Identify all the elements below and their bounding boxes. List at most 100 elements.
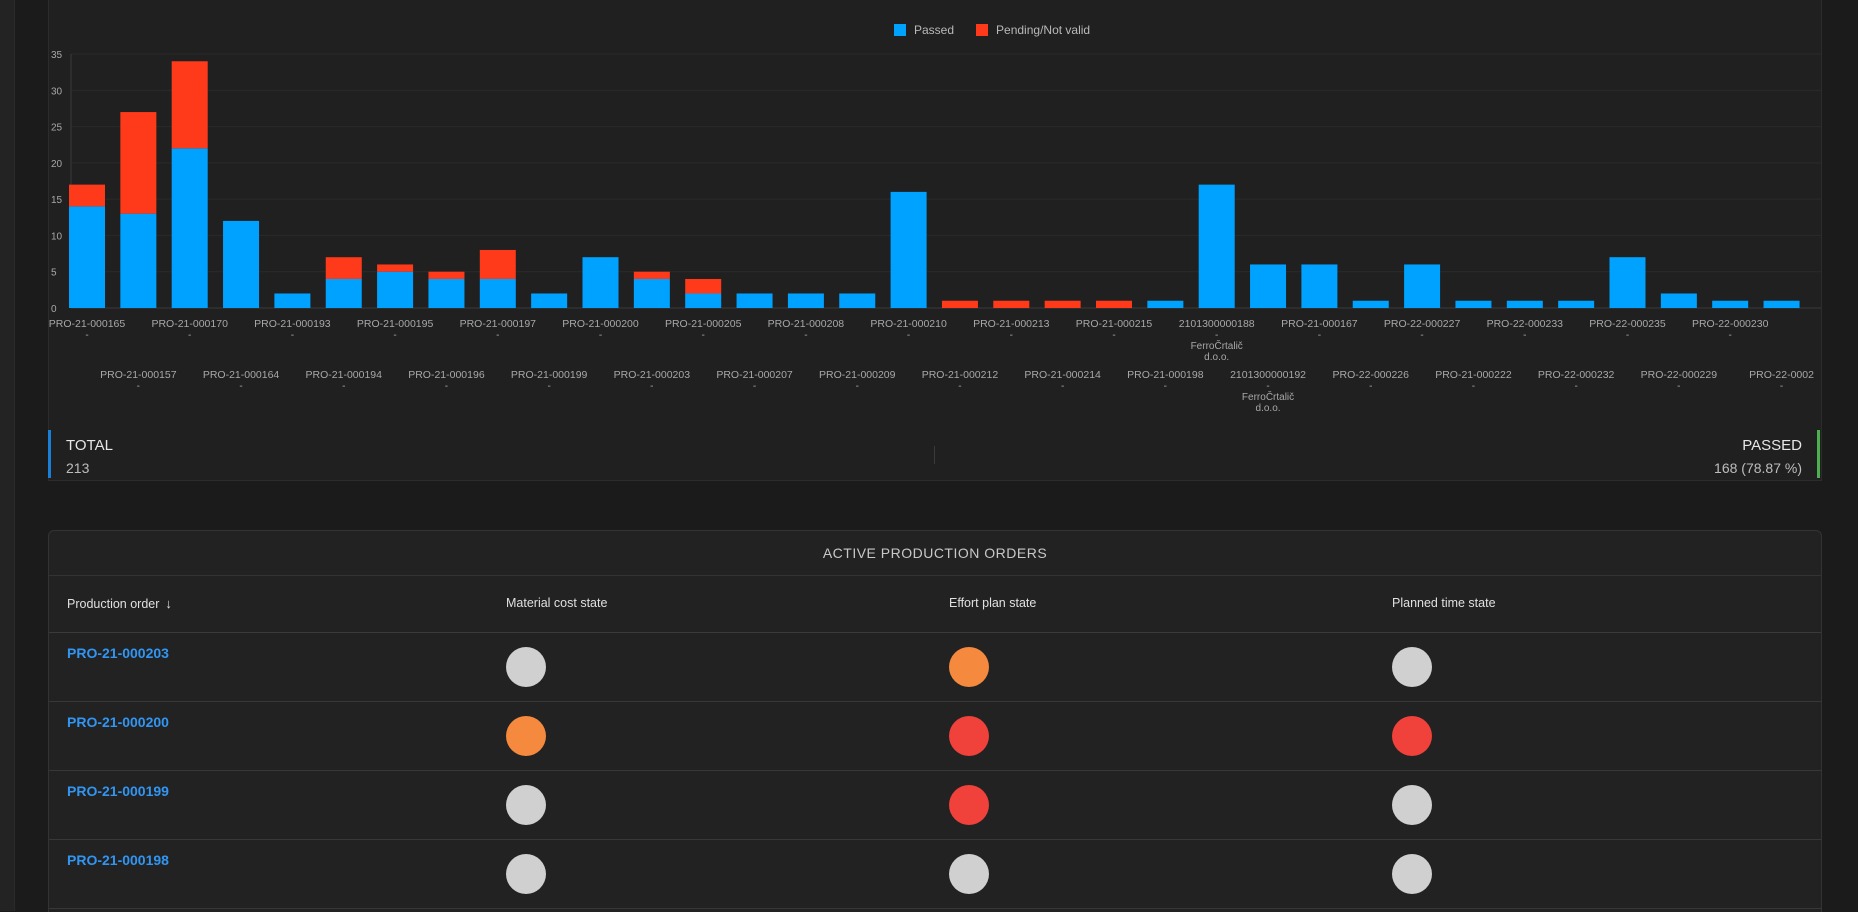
bar-passed bbox=[736, 293, 773, 308]
x-tick-label: PRO-21-000157 bbox=[100, 369, 177, 381]
table-row: PRO-21-000203 bbox=[49, 633, 1821, 702]
production-order-link[interactable]: PRO-21-000203 bbox=[67, 645, 169, 661]
x-tick-label: PRO-21-000195 bbox=[357, 318, 434, 330]
x-tick-label: PRO-22-000235 bbox=[1589, 318, 1666, 330]
x-tick-sublabel: - bbox=[1523, 330, 1526, 341]
x-tick-sublabel: - bbox=[804, 330, 807, 341]
production-order-link[interactable]: PRO-21-000200 bbox=[67, 714, 169, 730]
kpi-divider bbox=[934, 446, 935, 464]
table-row: PRO-21-000200 bbox=[49, 702, 1821, 771]
status-indicator-grey bbox=[949, 854, 989, 894]
status-indicator-grey bbox=[1392, 854, 1432, 894]
x-tick-sublabel: - bbox=[137, 381, 140, 392]
chart-panel: Passed Pending/Not valid 0 5 10 15 20 25 30 35 P… bbox=[48, 0, 1822, 481]
x-tick-sublabel: - bbox=[1215, 330, 1218, 341]
bar-passed bbox=[1198, 184, 1235, 308]
x-tick-sublabel: - bbox=[239, 381, 242, 392]
legend-item-pending[interactable]: Pending/Not valid bbox=[976, 23, 1090, 37]
production-order-link[interactable]: PRO-21-000199 bbox=[67, 783, 169, 799]
bar-passed bbox=[428, 278, 465, 308]
legend-item-passed[interactable]: Passed bbox=[894, 23, 954, 37]
x-tick-label: PRO-21-000165 bbox=[49, 318, 125, 330]
x-tick-label: PRO-22-000227 bbox=[1384, 318, 1461, 330]
table-title: ACTIVE PRODUCTION ORDERS bbox=[49, 531, 1821, 576]
bar-pending bbox=[685, 278, 722, 294]
x-tick-sublabel: - bbox=[1369, 381, 1372, 392]
table-header: Production order ↓ Material cost state Ef… bbox=[49, 576, 1821, 633]
column-header-planned-time-state[interactable]: Planned time state bbox=[1392, 596, 1496, 610]
bar-pending bbox=[993, 300, 1030, 308]
x-tick-label: PRO-22-000226 bbox=[1333, 369, 1410, 381]
kpi-total-accent bbox=[48, 430, 51, 478]
bar-pending bbox=[479, 249, 516, 279]
x-tick-label: PRO-21-000215 bbox=[1076, 318, 1153, 330]
y-tick-label: 0 bbox=[51, 304, 57, 315]
bar-pending bbox=[377, 264, 414, 272]
bar-passed bbox=[1712, 300, 1749, 308]
x-tick-sublabel: - bbox=[1112, 330, 1115, 341]
x-tick-label: PRO-22-000229 bbox=[1641, 369, 1718, 381]
x-tick-label: PRO-22-0002 bbox=[1749, 369, 1814, 381]
x-tick-sublabel: - bbox=[342, 381, 345, 392]
kpi-passed-label: PASSED bbox=[1742, 437, 1802, 454]
x-tick-sublabel: - bbox=[393, 330, 396, 341]
x-tick-sublabel: FerroČrtalič bbox=[1242, 390, 1294, 403]
bar-passed bbox=[1147, 300, 1184, 308]
production-order-link[interactable]: PRO-21-000198 bbox=[67, 852, 169, 868]
x-tick-sublabel: - bbox=[1626, 330, 1629, 341]
x-tick-label: PRO-21-000213 bbox=[973, 318, 1050, 330]
bar-pending bbox=[633, 271, 670, 279]
status-indicator-red bbox=[949, 785, 989, 825]
x-tick-label: PRO-21-000164 bbox=[203, 369, 280, 381]
x-tick-sublabel: - bbox=[1010, 330, 1013, 341]
table-row: PRO-21-000198 bbox=[49, 840, 1821, 909]
x-tick-label: PRO-21-000194 bbox=[306, 369, 383, 381]
x-tick-label: 2101300000188 bbox=[1179, 318, 1255, 330]
status-indicator-grey bbox=[1392, 647, 1432, 687]
legend-label-pending: Pending/Not valid bbox=[996, 23, 1091, 37]
x-tick-sublabel: - bbox=[1420, 330, 1423, 341]
x-tick-label: PRO-21-000210 bbox=[870, 318, 947, 330]
bar-passed bbox=[1609, 257, 1646, 308]
y-tick-label: 10 bbox=[51, 231, 63, 242]
column-header-effort-plan-state[interactable]: Effort plan state bbox=[949, 596, 1037, 610]
status-indicator-grey bbox=[506, 785, 546, 825]
bar-pending bbox=[325, 257, 362, 279]
x-tick-sublabel: - bbox=[547, 381, 550, 392]
x-tick-sublabel: - bbox=[958, 381, 961, 392]
x-tick-label: PRO-21-000197 bbox=[460, 318, 537, 330]
stacked-bar-chart: 0 5 10 15 20 25 30 35 PRO-21-000165 - PRO-21-00015… bbox=[49, 50, 1821, 414]
status-indicator-grey bbox=[1392, 785, 1432, 825]
y-tick-label: 20 bbox=[51, 159, 63, 170]
kpi-total-value: 213 bbox=[66, 460, 90, 476]
bar-passed bbox=[1352, 300, 1389, 308]
status-indicator-red bbox=[1392, 716, 1432, 756]
bar-passed bbox=[69, 206, 105, 308]
column-header-material-cost-state[interactable]: Material cost state bbox=[506, 596, 608, 610]
x-tick-sublabel: - bbox=[702, 330, 705, 341]
y-tick-label: 35 bbox=[51, 50, 63, 61]
x-tick-sublabel: d.o.o. bbox=[1204, 352, 1229, 363]
bar-passed bbox=[839, 293, 876, 308]
x-tick-sublabel: - bbox=[291, 330, 294, 341]
x-tick-sublabel: - bbox=[188, 330, 191, 341]
x-tick-label: PRO-21-000207 bbox=[716, 369, 793, 381]
column-header-production-order[interactable]: Production order ↓ bbox=[67, 596, 172, 611]
x-tick-sublabel: - bbox=[85, 330, 88, 341]
x-tick-sublabel: - bbox=[1574, 381, 1577, 392]
kpi-passed-accent bbox=[1817, 430, 1820, 478]
left-gutter bbox=[0, 0, 14, 911]
x-tick-label: PRO-21-000199 bbox=[511, 369, 588, 381]
x-tick-label: PRO-21-000193 bbox=[254, 318, 331, 330]
x-tick-sublabel: - bbox=[1780, 381, 1783, 392]
bar-pending bbox=[941, 300, 978, 308]
arrow-down-icon: ↓ bbox=[165, 596, 172, 611]
kpi-passed-value: 168 (78.87 %) bbox=[1714, 460, 1802, 476]
bar-passed bbox=[890, 191, 927, 308]
legend-swatch-passed bbox=[894, 24, 906, 36]
bar-passed bbox=[1404, 264, 1441, 308]
x-tick-label: PRO-21-000222 bbox=[1435, 369, 1512, 381]
x-tick-sublabel: - bbox=[1677, 381, 1680, 392]
x-tick-label: PRO-21-000209 bbox=[819, 369, 896, 381]
x-tick-sublabel: d.o.o. bbox=[1256, 403, 1281, 414]
